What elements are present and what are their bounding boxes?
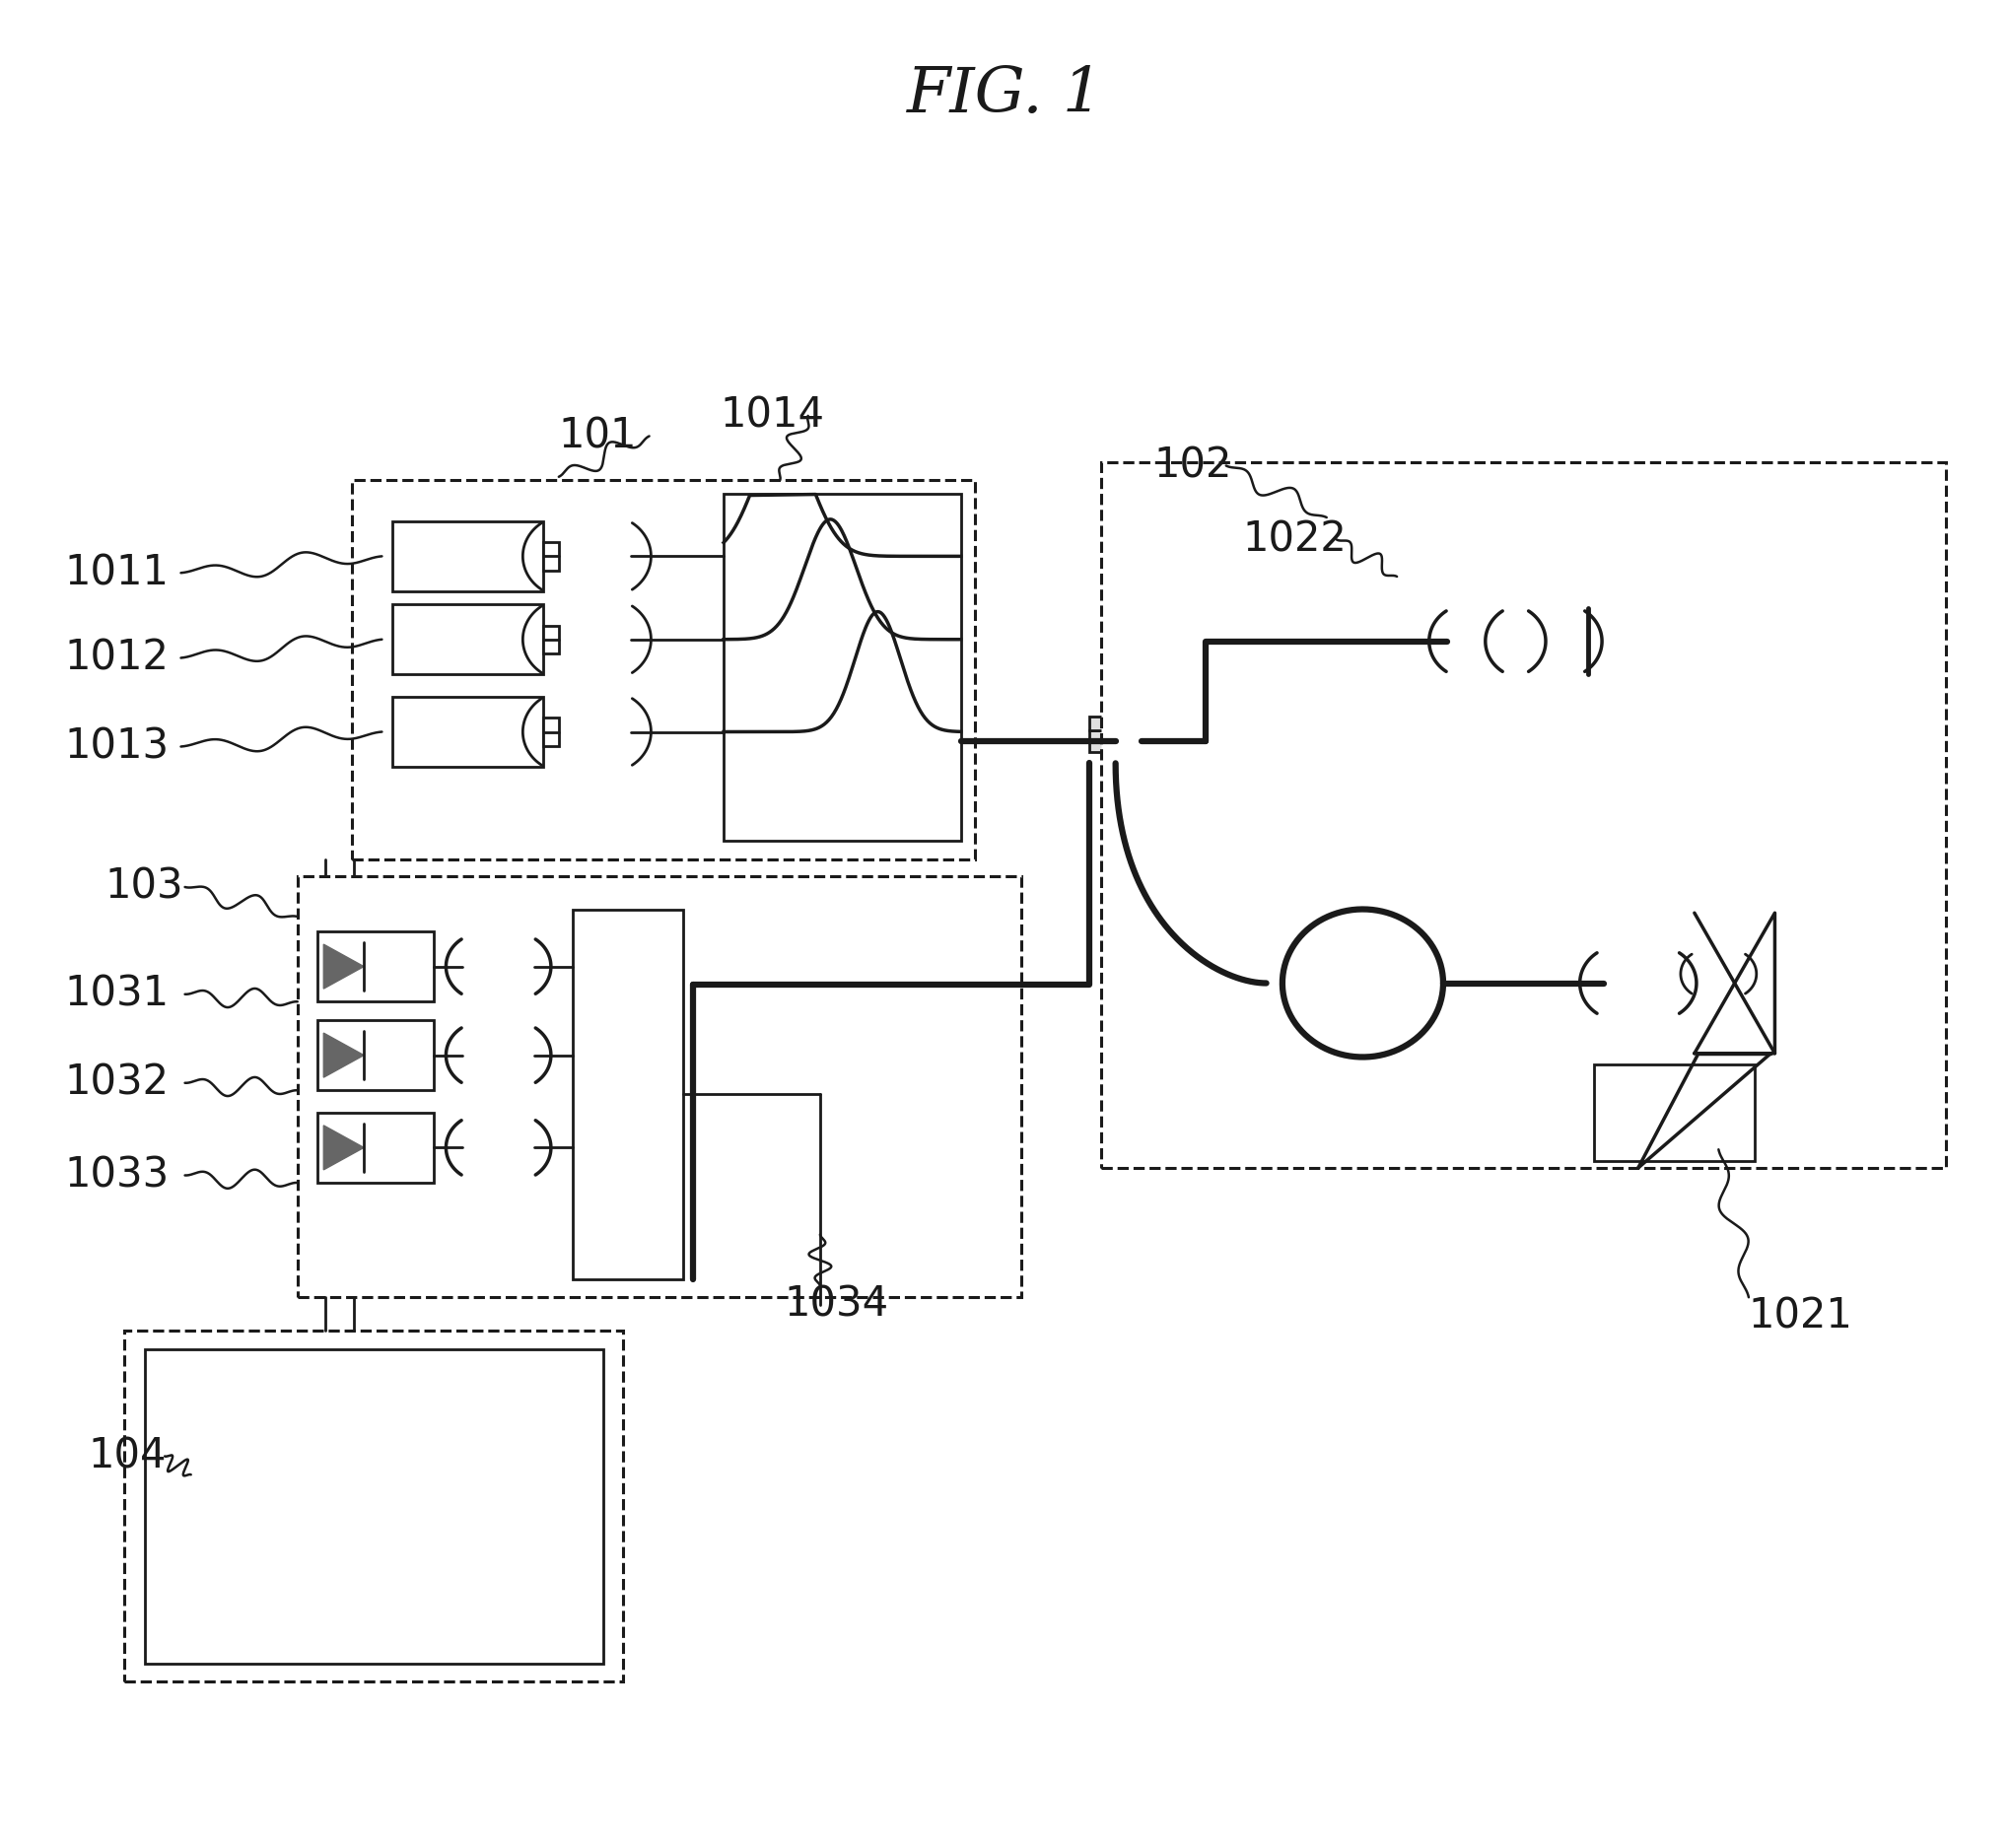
- Bar: [318, 931, 434, 1002]
- Text: 102: 102: [1154, 445, 1232, 486]
- Polygon shape: [324, 1125, 364, 1170]
- Bar: [297, 876, 1021, 1297]
- Text: 101: 101: [559, 416, 637, 456]
- Bar: [1089, 730, 1142, 752]
- Text: FIG. 1: FIG. 1: [907, 65, 1103, 126]
- Text: 104: 104: [88, 1436, 167, 1477]
- Bar: [392, 521, 543, 591]
- Text: 1022: 1022: [1242, 519, 1347, 560]
- Bar: [724, 493, 961, 841]
- Bar: [145, 1349, 603, 1663]
- Text: 1033: 1033: [64, 1155, 169, 1196]
- Bar: [318, 1112, 434, 1183]
- Text: 1012: 1012: [64, 638, 169, 678]
- Bar: [1101, 462, 1946, 1168]
- Bar: [352, 480, 975, 859]
- Text: 103: 103: [105, 867, 183, 907]
- Bar: [392, 604, 543, 675]
- Bar: [392, 697, 543, 767]
- Text: 1014: 1014: [720, 395, 824, 436]
- Bar: [318, 1020, 434, 1090]
- Bar: [543, 625, 559, 654]
- Bar: [543, 541, 559, 571]
- Bar: [125, 1331, 623, 1682]
- Text: 1011: 1011: [64, 553, 169, 593]
- Text: 1013: 1013: [64, 726, 169, 767]
- Text: 1034: 1034: [784, 1284, 888, 1325]
- Bar: [1594, 1064, 1755, 1161]
- Polygon shape: [324, 1033, 364, 1077]
- Text: 1031: 1031: [64, 974, 169, 1015]
- Bar: [543, 717, 559, 747]
- Text: 1032: 1032: [64, 1063, 169, 1103]
- Bar: [573, 909, 683, 1279]
- Bar: [1089, 717, 1142, 730]
- Text: 1021: 1021: [1749, 1295, 1853, 1336]
- Polygon shape: [324, 944, 364, 989]
